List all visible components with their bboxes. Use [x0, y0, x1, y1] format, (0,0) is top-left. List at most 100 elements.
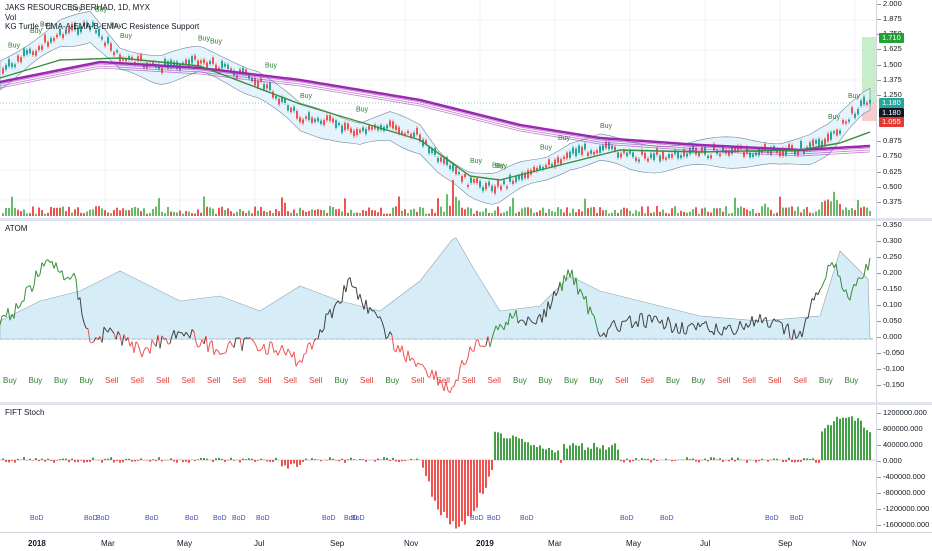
candle-body: [338, 123, 340, 125]
candle-body: [845, 122, 847, 124]
fift-bar: [734, 460, 736, 461]
fift-bar: [572, 443, 574, 460]
candle-body: [362, 127, 364, 131]
price-tick: 0.875: [883, 136, 902, 145]
fift-bar: [689, 459, 691, 460]
atom-line: [198, 346, 200, 347]
volume-bar: [656, 206, 658, 216]
fift-bar: [746, 460, 748, 463]
volume-bar: [149, 213, 151, 216]
volume-bar: [767, 207, 769, 216]
volume-bar: [632, 214, 634, 216]
atom-line: [402, 346, 404, 357]
atom-line: [422, 364, 424, 367]
legend-kg-turtle[interactable]: KG Turtle : EMA-A-EMA-B-EMA-C Resistence…: [5, 22, 199, 32]
volume-bar: [839, 204, 841, 216]
fift-bar: [467, 460, 469, 516]
atom-line: [230, 341, 232, 345]
fift-tick: 800000.000: [883, 424, 923, 433]
candle-body: [617, 152, 619, 157]
fift-bar: [575, 445, 577, 460]
fift-legend[interactable]: FIFT Stoch: [5, 408, 44, 418]
volume-bar: [650, 213, 652, 216]
volume-bar: [827, 200, 829, 216]
fift-bar: [392, 458, 394, 460]
candle-body: [299, 117, 301, 122]
atom-line: [458, 368, 460, 381]
atom-sell-label: Sell: [182, 376, 195, 385]
volume-bar: [356, 213, 358, 216]
volume-bar: [833, 192, 835, 216]
candle-body: [290, 108, 292, 112]
volume-bar: [464, 209, 466, 216]
fift-bar: [620, 460, 622, 461]
candle-body: [56, 35, 58, 38]
candle-body: [161, 68, 163, 73]
fift-bar: [86, 460, 88, 462]
fift-bar: [128, 459, 130, 460]
atom-line: [426, 371, 428, 377]
volume-bar: [47, 213, 49, 216]
fift-bar: [242, 459, 244, 460]
volume-bar: [206, 207, 208, 216]
volume-bar: [353, 213, 355, 216]
fift-bar: [239, 460, 241, 462]
time-axis[interactable]: 2018 Mar May Jul Sep Nov 2019 Mar May Ju…: [0, 532, 932, 551]
volume-bar: [605, 210, 607, 216]
time-tick: 2018: [28, 539, 46, 548]
buy-signal-label: Buy: [470, 158, 483, 165]
time-tick: Sep: [778, 539, 792, 548]
volume-bar: [86, 211, 88, 216]
price-axis[interactable]: 2.000 1.875 1.750 1.625 1.500 1.375 1.25…: [876, 0, 932, 218]
volume-bar: [11, 197, 13, 216]
candle-body: [116, 50, 118, 52]
volume-bar: [311, 209, 313, 216]
volume-bar: [326, 213, 328, 216]
candle-body: [572, 148, 574, 154]
volume-bar: [467, 207, 469, 216]
volume-bar: [611, 213, 613, 216]
volume-bar: [527, 207, 529, 216]
legend-vol[interactable]: Vol: [5, 13, 199, 23]
symbol-title[interactable]: JAKS RESOURCES BERHAD, 1D, MYX: [5, 3, 199, 13]
volume-bar: [347, 213, 349, 216]
fift-tick: -400000.000: [883, 472, 925, 481]
atom-line: [460, 360, 462, 368]
volume-bar: [803, 209, 805, 216]
volume-bar: [131, 208, 133, 216]
volume-bar: [38, 208, 40, 216]
volume-bar: [17, 210, 19, 216]
volume-bar: [299, 208, 301, 216]
atom-line: [302, 354, 304, 362]
fift-bar: [728, 460, 730, 461]
bod-label: BoD: [96, 515, 110, 522]
volume-bar: [257, 211, 259, 216]
candle-body: [698, 153, 700, 157]
candle-body: [812, 140, 814, 147]
volume-bar: [557, 207, 559, 216]
volume-bar: [146, 214, 148, 216]
atom-line: [288, 349, 290, 353]
atom-tick: 0.200: [883, 268, 902, 277]
volume-bar: [563, 212, 565, 216]
fift-axis[interactable]: 1200000.000 800000.000 400000.000 0.000 …: [876, 405, 932, 532]
atom-legend[interactable]: ATOM: [5, 224, 27, 234]
fift-bar: [722, 460, 724, 462]
volume-bar: [755, 213, 757, 216]
fift-bar: [788, 458, 790, 460]
volume-bar: [89, 210, 91, 216]
volume-bar: [128, 210, 130, 216]
candle-body: [227, 65, 229, 69]
candle-body: [317, 118, 319, 121]
volume-bar: [125, 210, 127, 216]
fift-bar: [863, 428, 865, 460]
candle-body: [200, 60, 202, 63]
volume-bar: [635, 210, 637, 216]
atom-axis[interactable]: 0.350 0.300 0.250 0.200 0.150 0.100 0.05…: [876, 221, 932, 402]
volume-bar: [134, 207, 136, 216]
fift-bar: [617, 450, 619, 460]
candle-body: [407, 131, 409, 133]
